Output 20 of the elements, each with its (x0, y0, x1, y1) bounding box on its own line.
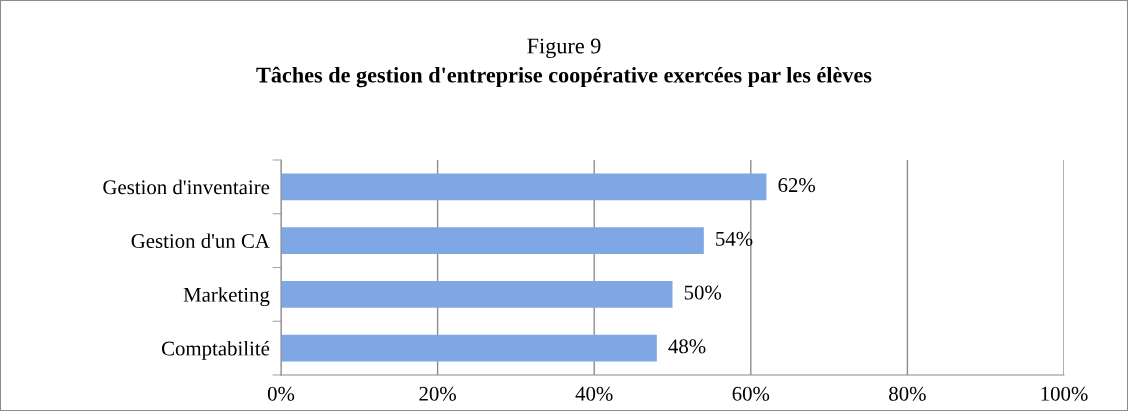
x-tick-label: 0% (267, 386, 295, 401)
y-tick-label: Gestion d'un CA (131, 233, 270, 249)
chart-title: Figure 9 (527, 38, 601, 59)
x-tick-label: 80% (889, 386, 926, 401)
x-tick-label: 60% (732, 386, 770, 401)
data-label: 54% (716, 231, 753, 246)
data-label: 50% (684, 285, 722, 300)
x-tick-label: 40% (575, 386, 613, 401)
x-tick-label: 100% (1041, 386, 1088, 401)
bar (281, 280, 673, 308)
chart-subtitle: Tâches de gestion d'entreprise coopérative exercées par les élèves (256, 66, 872, 88)
bar (281, 227, 704, 255)
bar (281, 334, 657, 362)
x-tick-label: 20% (419, 386, 456, 401)
data-label: 48% (668, 339, 706, 354)
data-label: 62% (778, 178, 816, 193)
y-tick-label: Comptabilité (161, 340, 270, 360)
bar (281, 173, 767, 201)
y-tick-label: Gestion d'inventaire (103, 179, 270, 195)
y-tick-label: Marketing (183, 287, 270, 307)
